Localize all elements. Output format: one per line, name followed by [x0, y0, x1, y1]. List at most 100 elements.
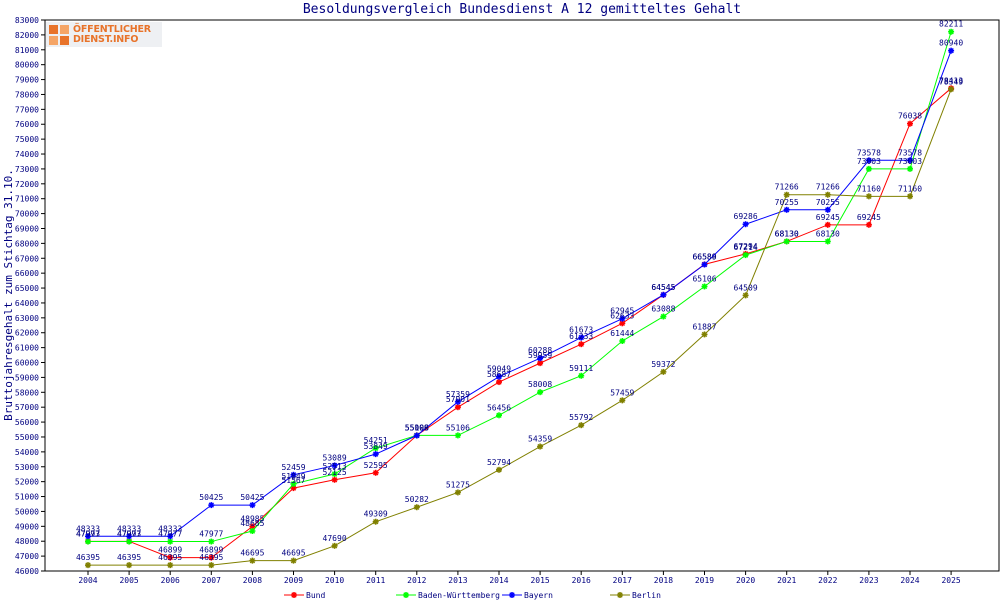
data-label-berlin: 47690 [323, 534, 347, 543]
data-point-bund [454, 404, 461, 411]
data-point-bayern [948, 47, 955, 54]
series-line-baden-w-rttemberg [88, 31, 952, 543]
logo-line-1: ÖFFENTLICHER [73, 23, 151, 35]
data-label-bund: 59959 [528, 351, 552, 360]
data-label-baden-w-rttemberg: 61444 [610, 329, 634, 338]
y-tick-label: 67000 [15, 254, 39, 263]
data-point-baden-w-rttemberg [496, 412, 502, 419]
series-layer [85, 28, 955, 569]
data-point-bayern [85, 533, 91, 540]
y-tick-label: 52000 [15, 478, 39, 487]
x-tick-label: 2009 [284, 576, 303, 585]
data-label-berlin: 71160 [857, 184, 881, 193]
x-tick-label: 2013 [448, 576, 467, 585]
y-tick-label: 78000 [15, 90, 39, 99]
data-label-berlin: 46395 [117, 553, 141, 562]
x-tick-label: 2005 [119, 576, 138, 585]
y-tick-label: 56000 [15, 418, 39, 427]
data-point-berlin [578, 422, 585, 429]
y-tick-label: 80000 [15, 61, 39, 70]
data-label-baden-w-rttemberg: 58008 [528, 380, 552, 389]
data-label-baden-w-rttemberg: 68130 [816, 229, 840, 238]
data-point-berlin [537, 443, 544, 450]
data-point-baden-w-rttemberg [372, 445, 379, 452]
data-point-berlin [413, 504, 420, 511]
y-tick-label: 71000 [15, 195, 39, 204]
y-tick-label: 57000 [15, 403, 39, 412]
y-tick-label: 81000 [15, 46, 39, 55]
data-label-bund: 48985 [240, 515, 264, 524]
y-tick-label: 63000 [15, 314, 39, 323]
data-point-berlin [783, 191, 790, 198]
data-label-bayern: 50425 [240, 493, 264, 502]
legend-label: Baden-Württemberg [418, 591, 500, 600]
data-point-bund [865, 221, 872, 228]
y-tick-label: 65000 [15, 284, 39, 293]
data-point-bayern [783, 206, 790, 213]
y-tick-label: 68000 [15, 239, 39, 248]
data-label-bayern: 80940 [939, 39, 963, 48]
data-label-bayern: 53849 [364, 442, 388, 451]
data-label-bayern: 52459 [281, 463, 305, 472]
logo-emblem-icon [48, 24, 70, 46]
data-point-berlin [660, 368, 667, 375]
y-tick-label: 53000 [15, 463, 39, 472]
x-tick-label: 2023 [859, 576, 878, 585]
data-point-berlin [208, 562, 215, 569]
data-label-baden-w-rttemberg: 73003 [857, 157, 881, 166]
y-tick-label: 72000 [15, 180, 39, 189]
data-point-berlin [331, 542, 338, 549]
data-label-bund: 57001 [446, 395, 470, 404]
x-tick-label: 2019 [695, 576, 714, 585]
data-point-baden-w-rttemberg [290, 480, 297, 487]
data-label-bayern: 70255 [816, 198, 840, 207]
y-tick-label: 79000 [15, 76, 39, 85]
data-label-bund: 68130 [775, 229, 799, 238]
data-point-berlin [701, 331, 708, 338]
data-point-berlin [126, 562, 133, 569]
data-label-bund: 52595 [364, 461, 388, 470]
data-label-bayern: 57359 [446, 390, 470, 399]
data-label-bayern: 60288 [528, 346, 552, 355]
data-label-bayern: 48333 [76, 524, 100, 533]
x-tick-label: 2025 [941, 576, 960, 585]
data-point-bayern [824, 206, 831, 213]
data-label-bayern: 73578 [857, 148, 881, 157]
data-point-berlin [167, 562, 174, 569]
data-label-bund: 78413 [939, 76, 963, 85]
data-point-bayern [249, 502, 256, 509]
y-tick-label: 74000 [15, 150, 39, 159]
legend-label: Bayern [524, 591, 553, 600]
data-point-bayern [454, 398, 461, 405]
y-tick-label: 48000 [15, 537, 39, 546]
data-point-berlin [907, 193, 913, 200]
data-label-baden-w-rttemberg: 56456 [487, 403, 511, 412]
data-label-bayern: 55098 [405, 424, 429, 433]
data-point-baden-w-rttemberg [331, 471, 338, 478]
data-label-berlin: 57459 [610, 388, 634, 397]
y-tick-label: 58000 [15, 388, 39, 397]
data-point-baden-w-rttemberg [865, 165, 872, 172]
data-point-berlin [372, 518, 379, 525]
x-tick-label: 2007 [202, 576, 221, 585]
data-label-baden-w-rttemberg: 67214 [734, 243, 758, 252]
y-tick-label: 59000 [15, 373, 39, 382]
data-point-baden-w-rttemberg [167, 538, 174, 545]
y-tick-label: 55000 [15, 433, 39, 442]
y-tick-label: 75000 [15, 135, 39, 144]
y-tick-label: 54000 [15, 448, 39, 457]
y-tick-label: 60000 [15, 359, 39, 368]
legend-item-bund: Bund [284, 591, 325, 600]
data-point-baden-w-rttemberg [454, 432, 461, 439]
legend-item-baden-w-rttemberg: Baden-Württemberg [396, 591, 500, 600]
x-tick-label: 2010 [325, 576, 344, 585]
x-tick-label: 2020 [736, 576, 755, 585]
x-tick-label: 2008 [243, 576, 262, 585]
data-label-berlin: 71160 [898, 184, 922, 193]
y-axis-label: Bruttojahresgehalt zum Stichtag 31.10. [2, 169, 15, 421]
x-tick-label: 2015 [530, 576, 549, 585]
data-label-baden-w-rttemberg: 47977 [199, 530, 223, 539]
data-label-berlin: 46395 [158, 553, 182, 562]
y-tick-label: 61000 [15, 344, 39, 353]
